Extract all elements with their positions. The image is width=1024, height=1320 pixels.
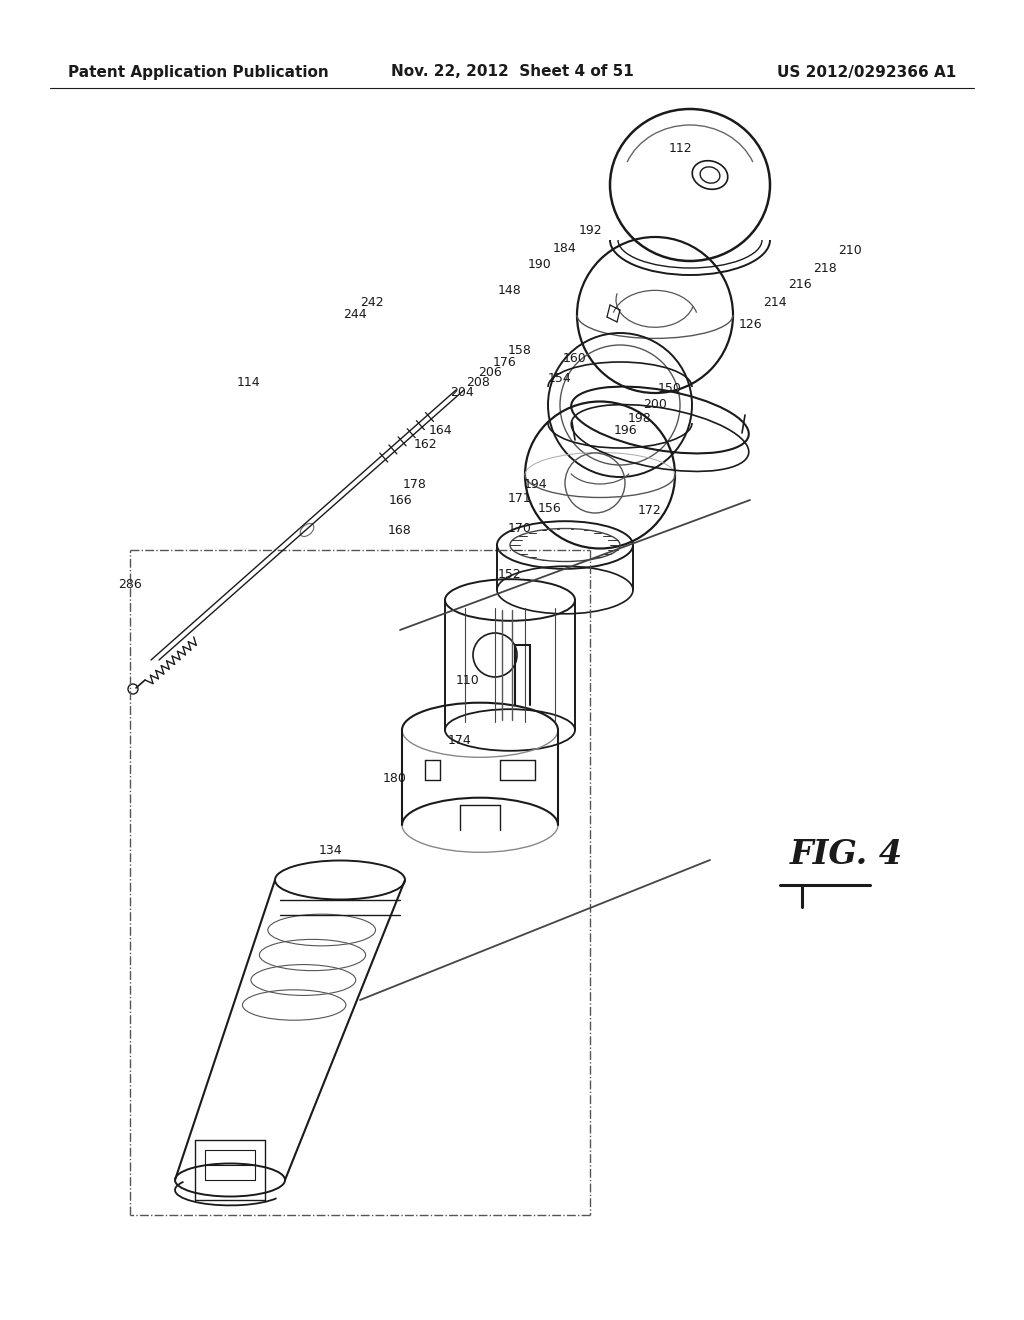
- Text: 170: 170: [508, 521, 531, 535]
- Text: FIG. 4: FIG. 4: [790, 838, 903, 871]
- Text: 126: 126: [738, 318, 762, 331]
- Text: 168: 168: [388, 524, 412, 536]
- Text: 200: 200: [643, 399, 667, 412]
- Text: 152: 152: [498, 569, 522, 582]
- Text: 180: 180: [383, 771, 407, 784]
- Text: 112: 112: [669, 141, 692, 154]
- Text: 214: 214: [763, 296, 786, 309]
- Text: Nov. 22, 2012  Sheet 4 of 51: Nov. 22, 2012 Sheet 4 of 51: [390, 65, 634, 79]
- Text: 196: 196: [613, 424, 637, 437]
- Text: 114: 114: [237, 376, 260, 389]
- Text: 176: 176: [494, 355, 517, 368]
- Text: 184: 184: [553, 242, 577, 255]
- Text: 190: 190: [528, 259, 552, 272]
- Text: US 2012/0292366 A1: US 2012/0292366 A1: [777, 65, 956, 79]
- Text: 154: 154: [548, 371, 571, 384]
- Text: 208: 208: [466, 376, 489, 389]
- Text: 110: 110: [456, 673, 480, 686]
- Text: 174: 174: [449, 734, 472, 747]
- Text: 158: 158: [508, 343, 531, 356]
- Text: 210: 210: [838, 243, 862, 256]
- Text: Patent Application Publication: Patent Application Publication: [68, 65, 329, 79]
- Text: 160: 160: [563, 351, 587, 364]
- Text: 148: 148: [498, 284, 522, 297]
- Text: 134: 134: [318, 843, 342, 857]
- Text: 244: 244: [343, 309, 367, 322]
- Text: 172: 172: [638, 503, 662, 516]
- Text: 194: 194: [523, 479, 547, 491]
- Text: 171: 171: [508, 491, 531, 504]
- Text: 192: 192: [579, 223, 602, 236]
- Text: 162: 162: [414, 438, 437, 451]
- Text: 150: 150: [658, 381, 682, 395]
- Text: 178: 178: [403, 479, 427, 491]
- Text: 206: 206: [478, 367, 502, 380]
- Text: 198: 198: [628, 412, 652, 425]
- Text: 286: 286: [118, 578, 142, 591]
- Text: 218: 218: [813, 261, 837, 275]
- Text: 166: 166: [388, 494, 412, 507]
- Text: 164: 164: [428, 424, 452, 437]
- Text: 242: 242: [360, 297, 384, 309]
- Text: 156: 156: [539, 502, 562, 515]
- Text: 216: 216: [788, 279, 812, 292]
- Text: 204: 204: [451, 387, 474, 400]
